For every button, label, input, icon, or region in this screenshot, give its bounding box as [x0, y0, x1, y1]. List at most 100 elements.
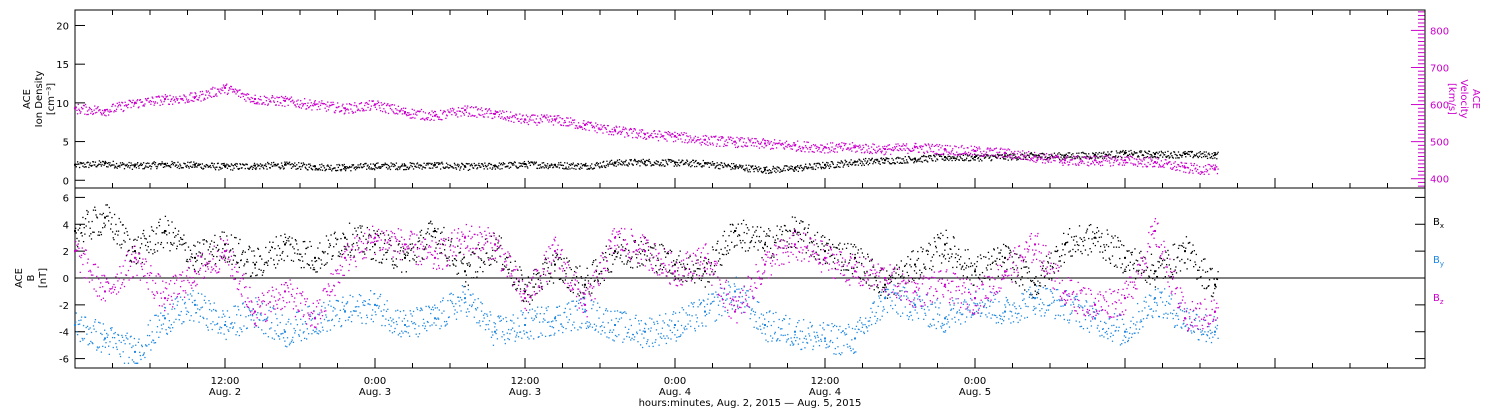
scatter-dot	[674, 162, 676, 164]
scatter-dot	[582, 296, 584, 299]
scatter-dot	[773, 139, 776, 141]
scatter-dot	[916, 259, 918, 261]
scatter-dot	[861, 161, 864, 163]
scatter-dot	[950, 157, 953, 159]
scatter-dot	[873, 160, 875, 162]
scatter-dot	[875, 158, 877, 161]
scatter-dot	[955, 157, 957, 159]
scatter-dot	[177, 102, 180, 104]
scatter-dot	[248, 98, 250, 100]
scatter-dot	[933, 145, 935, 147]
data-point	[1004, 256, 1006, 259]
scatter-dot	[578, 126, 580, 128]
scatter-dot	[799, 222, 801, 224]
scatter-dot	[391, 163, 394, 165]
scatter-dot	[989, 155, 992, 157]
scatter-dot	[845, 247, 848, 249]
scatter-dot	[132, 164, 134, 166]
scatter-dot	[188, 167, 190, 169]
scatter-dot	[352, 233, 354, 236]
scatter-dot	[273, 161, 275, 164]
scatter-dot	[109, 111, 112, 113]
scatter-dot	[616, 256, 618, 258]
scatter-dot	[381, 165, 384, 168]
scatter-dot	[493, 113, 495, 115]
scatter-dot	[558, 278, 561, 281]
scatter-dot	[987, 147, 989, 149]
scatter-dot	[1037, 155, 1039, 157]
scatter-dot	[457, 165, 460, 168]
scatter-dot	[159, 218, 161, 220]
scatter-dot	[554, 115, 556, 117]
scatter-dot	[353, 104, 355, 107]
scatter-dot	[810, 240, 813, 243]
scatter-dot	[703, 162, 706, 164]
scatter-dot	[482, 114, 484, 116]
scatter-dot	[781, 233, 783, 236]
scatter-dot	[119, 105, 122, 107]
scatter-dot	[915, 145, 918, 148]
scatter-dot	[1006, 155, 1008, 158]
scatter-dot	[187, 165, 190, 168]
scatter-dot	[80, 111, 82, 113]
scatter-dot	[261, 164, 263, 166]
scatter-dot	[521, 163, 523, 165]
scatter-dot	[218, 259, 221, 261]
scatter-dot	[182, 167, 184, 169]
scatter-dot	[702, 159, 704, 162]
scatter-dot	[766, 144, 768, 147]
scatter-dot	[1081, 156, 1083, 158]
scatter-dot	[787, 169, 790, 172]
scatter-dot	[1142, 166, 1144, 168]
scatter-dot	[586, 267, 588, 269]
scatter-dot	[253, 255, 256, 257]
scatter-dot	[842, 265, 844, 267]
scatter-dot	[1138, 158, 1141, 160]
scatter-dot	[478, 113, 480, 115]
scatter-dot	[618, 159, 621, 161]
data-point	[914, 157, 916, 160]
scatter-dot	[1070, 156, 1072, 158]
scatter-dot	[79, 112, 81, 114]
scatter-dot	[500, 117, 502, 119]
scatter-dot	[528, 120, 530, 122]
scatter-dot	[785, 165, 788, 167]
scatter-dot	[140, 162, 142, 165]
scatter-dot	[337, 169, 339, 172]
scatter-dot	[95, 214, 97, 216]
scatter-dot	[828, 165, 830, 167]
scatter-dot	[206, 241, 208, 243]
scatter-dot	[258, 103, 260, 105]
scatter-dot	[298, 166, 301, 168]
scatter-dot	[460, 166, 462, 168]
scatter-dot	[676, 132, 679, 135]
scatter-dot	[1125, 150, 1127, 152]
scatter-dot	[267, 260, 270, 262]
scatter-dot	[1099, 156, 1102, 158]
scatter-dot	[806, 247, 808, 249]
scatter-dot	[932, 160, 934, 162]
scatter-dot	[550, 276, 552, 278]
scatter-dot	[215, 246, 217, 249]
scatter-dot	[452, 110, 454, 112]
scatter-dot	[795, 246, 797, 249]
scatter-dot	[777, 238, 779, 240]
scatter-dot	[899, 157, 901, 159]
scatter-dot	[534, 114, 536, 116]
scatter-dot	[687, 277, 689, 279]
scatter-dot	[548, 166, 550, 168]
scatter-dot	[934, 160, 937, 162]
scatter-dot	[565, 166, 567, 168]
scatter-dot	[482, 270, 484, 273]
scatter-dot	[850, 147, 852, 149]
scatter-dot	[356, 242, 358, 244]
scatter-dot	[587, 165, 589, 167]
scatter-dot	[565, 273, 567, 275]
data-point	[1154, 152, 1156, 155]
scatter-dot	[1200, 153, 1202, 155]
scatter-dot	[686, 142, 689, 144]
scatter-dot	[428, 222, 430, 225]
scatter-dot	[97, 234, 99, 236]
scatter-dot	[395, 264, 397, 266]
scatter-dot	[169, 165, 171, 167]
